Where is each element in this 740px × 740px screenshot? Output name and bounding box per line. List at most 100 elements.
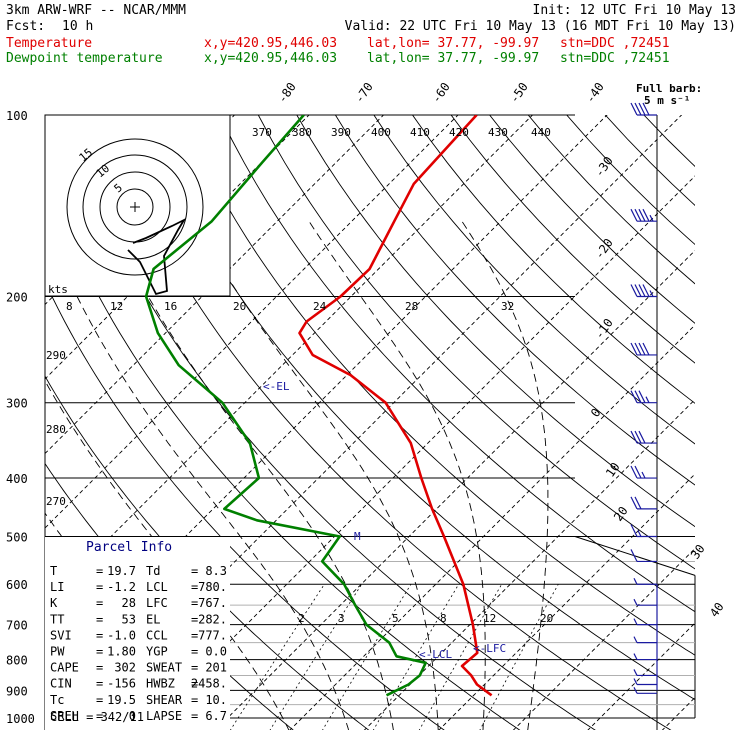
parcel-eq: = [96, 661, 103, 675]
moist-adiabat-0 [45, 380, 290, 730]
parcel-value-td: 8.3 [205, 564, 227, 578]
hodo-ring-3 [66, 138, 204, 276]
wind-barb [633, 687, 657, 694]
mixing-ratio-label-3: 3 [338, 612, 345, 625]
barb-flag [634, 430, 642, 444]
parcel-value-shear: 10. [205, 693, 227, 707]
parcel-label-li: LI [50, 580, 64, 594]
mixing-ratio-20 [479, 584, 559, 730]
wind-barb [630, 342, 657, 356]
parcel-eq: = [96, 596, 103, 610]
mixing-ratio-5 [322, 583, 412, 730]
parcel-value-lapse: 6.7 [205, 709, 227, 723]
barb-flag [630, 390, 638, 403]
parcel-label-ccl: CCL [146, 628, 168, 642]
wind-barb [630, 524, 657, 538]
parcel-label-k: K [50, 596, 58, 610]
parcel-eq: = [96, 564, 103, 578]
wind-barbs [630, 102, 658, 694]
mixing-ratio-lines [230, 583, 559, 730]
parcel-label-td: Td [146, 564, 160, 578]
barb-flag [630, 549, 638, 562]
mid-marker: M [354, 530, 361, 543]
parcel-panel-bg [45, 537, 230, 730]
parcel-eq: = [96, 580, 103, 594]
wind-barb [630, 496, 657, 510]
isotherm--30 [65, 115, 683, 730]
isotherm-label-10: 10 [603, 460, 623, 480]
mixing-top-label-16: 16 [164, 300, 177, 313]
moist-adiabat-20 [194, 220, 439, 730]
mixing-ratio-2 [230, 583, 325, 730]
parcel-eq: = [191, 645, 198, 659]
parcel-label-shear: SHEAR [146, 693, 183, 707]
theta-label-430: 430 [488, 126, 508, 139]
dry-adiabat-390 [373, 115, 695, 445]
parcel-eq: = [191, 661, 198, 675]
parcel-label-t: T [50, 564, 57, 578]
parcel-eq: = [191, 564, 198, 578]
moist-adiabat-32 [461, 220, 549, 730]
isotherm--20 [140, 175, 695, 730]
wind-barb [630, 549, 657, 563]
init-time: Init: 12 UTC Fri 10 May 13 [532, 3, 737, 18]
isotherm-label-20: 20 [611, 504, 631, 524]
lcl-marker: <-LCL [419, 648, 452, 661]
barb-half [633, 598, 638, 606]
barb-flag [642, 284, 650, 297]
barb-flag [634, 342, 642, 356]
isotherm-40 [587, 622, 695, 730]
parcel-eq: = [96, 628, 103, 642]
barb-half [633, 669, 638, 676]
barb-half [633, 636, 638, 643]
mixing-ratio-label-20: 20 [540, 612, 553, 625]
cell-motion: CELL = 342/11 [50, 710, 144, 724]
barb-flag [638, 208, 646, 222]
parcel-eq: = [191, 628, 198, 642]
parcel-info-panel [45, 537, 230, 730]
parcel-label-el: EL [146, 612, 160, 626]
dry-adiabats [45, 115, 695, 730]
wind-barb [633, 618, 657, 626]
wind-barb [633, 653, 657, 661]
isotherm--60 [45, 115, 459, 529]
mixing-top-label-24: 24 [313, 300, 327, 313]
dewpoint-xy: x,y=420.95,446.03 [204, 51, 338, 66]
dry-adiabat-460 [643, 115, 695, 167]
dry-adiabat-300 [45, 172, 521, 730]
wind-barb [630, 102, 657, 116]
mixing-top-label-28: 28 [405, 300, 418, 313]
wind-barb [630, 208, 657, 222]
dry-adiabat-410 [450, 115, 695, 364]
barb-flag [634, 496, 642, 510]
dry-adiabat-430 [527, 115, 695, 285]
isotherm-label--50: -50 [507, 80, 531, 106]
barb-flag [630, 208, 638, 222]
parcel-label-tc: Tc [50, 693, 64, 707]
wind-barb [630, 430, 657, 444]
barb-half [633, 577, 638, 585]
moist-adiabat-8 [45, 222, 350, 730]
barb-flag [630, 102, 638, 116]
mixing-ratio-label-2: 2 [298, 612, 305, 625]
mixing-top-label-20: 20 [233, 300, 246, 313]
barb-flag [630, 496, 638, 510]
parcel-label-lfc: LFC [146, 596, 168, 610]
mixing-top-label-32: 32 [501, 300, 514, 313]
barb-half [641, 471, 646, 479]
dry-adiabat-340 [180, 115, 695, 656]
isotherm--40 [45, 115, 608, 678]
barb-flag [634, 390, 642, 403]
isotherm-label--30: -30 [592, 154, 616, 180]
sounding-traces [144, 115, 493, 697]
mixing-ratio-label-12: 12 [483, 612, 496, 625]
dry-adiabat-320 [103, 115, 672, 730]
parcel-label-lapse: LAPSE [146, 709, 182, 723]
dry-adiabat-350 [219, 115, 695, 613]
temperature-station: stn=DDC ,72451 [560, 36, 670, 51]
barb-flag [634, 465, 642, 479]
parcel-label-ygp: YGP [146, 645, 168, 659]
hodo-ring-2 [82, 154, 188, 260]
dry-adiabat-370 [296, 115, 695, 528]
temperature-series-label: Temperature [6, 36, 93, 51]
